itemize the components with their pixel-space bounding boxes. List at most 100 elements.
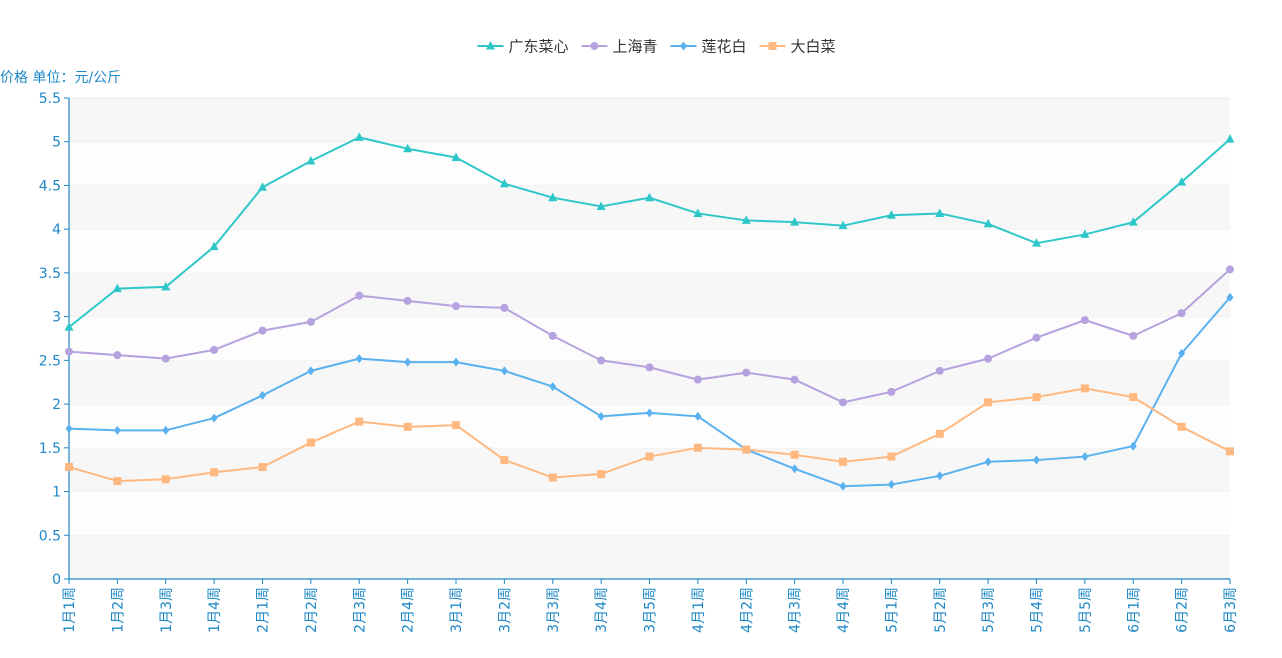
legend-marker-icon bbox=[590, 42, 599, 50]
series bbox=[64, 132, 1235, 331]
x-tick-label: 5月3周 bbox=[981, 587, 997, 633]
data-point bbox=[1033, 455, 1040, 465]
data-point bbox=[645, 452, 654, 461]
grid-band bbox=[69, 272, 1230, 317]
legend-item[interactable]: 广东菜心 bbox=[477, 38, 569, 56]
legend-marker-icon bbox=[486, 41, 495, 50]
data-point bbox=[258, 463, 267, 472]
grid-bands bbox=[69, 97, 1230, 579]
x-tick-label: 6月3周 bbox=[1223, 587, 1239, 633]
data-point bbox=[161, 354, 170, 363]
data-point bbox=[452, 421, 460, 430]
x-tick-label: 1月4周 bbox=[207, 587, 223, 633]
y-axis-label: 价格 单位：元/公斤 bbox=[0, 70, 121, 86]
x-tick-label: 4月2周 bbox=[739, 587, 755, 633]
x-tick-label: 1月3周 bbox=[159, 587, 175, 633]
legend-item[interactable]: 大白菜 bbox=[759, 38, 836, 56]
data-point bbox=[452, 302, 460, 311]
data-point bbox=[500, 456, 509, 465]
y-tick-label: 2.5 bbox=[39, 353, 61, 369]
x-tick-label: 2月3周 bbox=[352, 587, 368, 633]
series-group bbox=[64, 132, 1235, 491]
series bbox=[65, 265, 1234, 407]
data-point bbox=[355, 417, 364, 426]
data-point bbox=[1032, 393, 1041, 402]
data-point bbox=[646, 408, 653, 418]
data-point bbox=[887, 480, 895, 490]
data-point bbox=[597, 470, 606, 479]
series bbox=[65, 292, 1234, 491]
data-point bbox=[694, 411, 702, 421]
data-point bbox=[404, 357, 412, 367]
data-point bbox=[161, 281, 171, 291]
data-point bbox=[161, 475, 170, 484]
data-point bbox=[887, 387, 896, 396]
grid-band bbox=[69, 185, 1230, 230]
x-tick-label: 4月3周 bbox=[788, 587, 804, 633]
data-point bbox=[113, 477, 122, 486]
x-tick-label: 3月2周 bbox=[497, 587, 513, 633]
grid-band bbox=[69, 535, 1230, 579]
data-point bbox=[693, 443, 702, 452]
data-point bbox=[65, 347, 73, 356]
data-point bbox=[1177, 309, 1186, 318]
data-point bbox=[1178, 348, 1186, 358]
data-point bbox=[549, 382, 557, 392]
legend-item[interactable]: 莲花白 bbox=[670, 38, 747, 56]
y-tick-label: 1.5 bbox=[39, 441, 61, 457]
data-point bbox=[113, 425, 121, 435]
y-tick-label: 5.5 bbox=[39, 91, 61, 107]
data-point bbox=[645, 192, 654, 202]
data-point bbox=[548, 473, 557, 482]
legend-label: 广东菜心 bbox=[509, 38, 569, 56]
grid-band bbox=[69, 98, 1230, 142]
data-point bbox=[210, 468, 219, 477]
grid-band bbox=[69, 491, 1230, 536]
data-point bbox=[935, 208, 945, 217]
data-point bbox=[210, 345, 219, 354]
data-point bbox=[1032, 333, 1041, 342]
x-tick-label: 1月2周 bbox=[110, 587, 126, 633]
data-point bbox=[596, 201, 606, 210]
series bbox=[65, 384, 1234, 486]
data-point bbox=[984, 354, 993, 363]
data-point bbox=[935, 429, 944, 438]
data-point bbox=[936, 471, 944, 481]
data-point bbox=[355, 291, 364, 300]
y-tick-label: 5 bbox=[52, 135, 61, 151]
data-point bbox=[403, 422, 412, 431]
x-tick-label: 6月1周 bbox=[1126, 587, 1142, 633]
legend-item[interactable]: 上海青 bbox=[581, 38, 658, 56]
grid-band bbox=[69, 229, 1230, 273]
data-point bbox=[1225, 134, 1235, 143]
y-tick-label: 3 bbox=[52, 310, 61, 326]
x-tick-label: 3月4周 bbox=[594, 587, 610, 633]
x-tick-label: 3月1周 bbox=[449, 587, 465, 633]
y-tick-label: 4.5 bbox=[39, 178, 61, 194]
data-point bbox=[791, 464, 799, 474]
x-tick-label: 5月5周 bbox=[1078, 587, 1094, 633]
legend[interactable]: 广东菜心 上海青 莲花白 大白菜 bbox=[477, 38, 836, 56]
data-point bbox=[258, 182, 267, 191]
data-point bbox=[693, 208, 703, 217]
legend-label: 莲花白 bbox=[702, 38, 747, 56]
data-point bbox=[839, 481, 847, 491]
x-tick-label: 5月2周 bbox=[933, 587, 949, 633]
x-tick-label: 4月1周 bbox=[691, 587, 707, 633]
data-point bbox=[984, 457, 992, 467]
x-tick-label: 5月1周 bbox=[884, 587, 900, 633]
data-point bbox=[790, 450, 799, 459]
y-tick-label: 1 bbox=[52, 485, 61, 501]
data-point bbox=[548, 331, 557, 340]
data-point bbox=[1129, 441, 1137, 451]
data-point bbox=[790, 375, 799, 384]
data-point bbox=[1129, 331, 1138, 340]
data-point bbox=[742, 368, 751, 377]
data-point bbox=[597, 411, 605, 421]
data-point bbox=[354, 132, 364, 141]
x-tick-label: 1月1周 bbox=[62, 587, 78, 633]
data-point bbox=[113, 351, 122, 360]
data-point bbox=[887, 452, 896, 461]
data-point bbox=[307, 366, 315, 376]
